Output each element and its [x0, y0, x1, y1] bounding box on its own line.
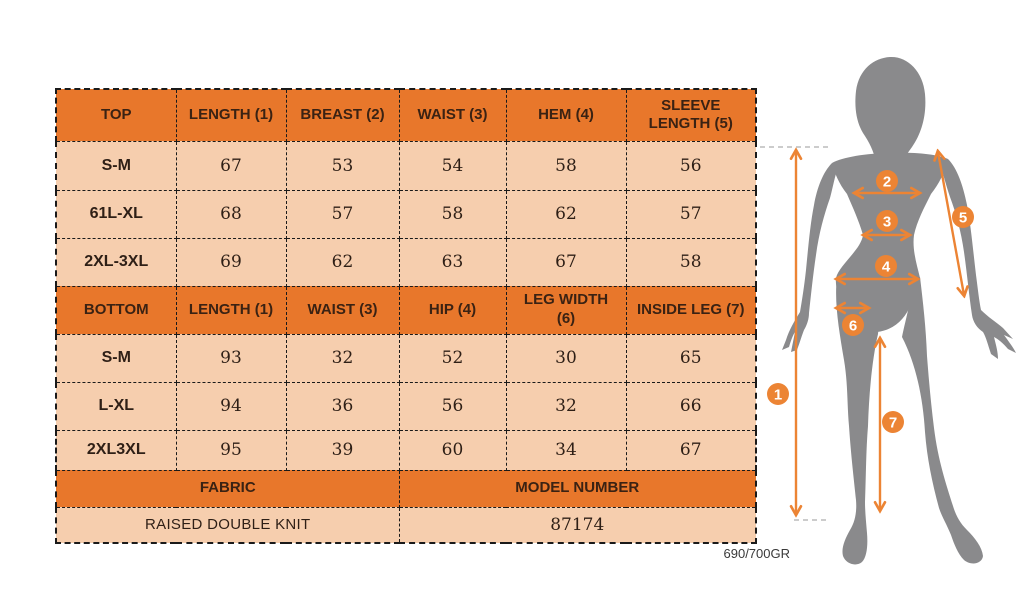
table-row: S-M 93 32 52 30 65: [55, 333, 757, 383]
value-cell: 63: [398, 237, 507, 287]
measurement-badge-4: 4: [875, 255, 897, 277]
value-cell: 58: [625, 237, 757, 287]
weight-note: 690/700GR: [723, 546, 791, 561]
value-cell: 34: [505, 429, 627, 471]
header-cell-waist: WAIST (3): [398, 88, 507, 142]
size-label-cell: 2XL3XL: [55, 429, 177, 471]
table-row: S-M 67 53 54 58 56: [55, 140, 757, 191]
fabric-header-row: FABRIC MODEL NUMBER: [55, 469, 757, 508]
size-label-cell: S-M: [55, 333, 177, 383]
header-cell-sleeve-length: SLEEVE LENGTH (5): [625, 88, 757, 142]
table-row: 2XL3XL 95 39 60 34 67: [55, 429, 757, 471]
header-cell-fabric: FABRIC: [55, 469, 400, 508]
value-cell: 69: [175, 237, 287, 287]
svg-text:3: 3: [883, 214, 891, 231]
right-arm-shape: [940, 159, 1016, 359]
head-shape: [855, 56, 926, 163]
arrow-5-sleeve: [938, 152, 964, 295]
size-label-cell: 2XL-3XL: [55, 237, 177, 287]
svg-text:5: 5: [959, 210, 967, 227]
value-cell: 52: [398, 333, 507, 383]
measurement-badge-7: 7: [882, 411, 904, 433]
value-cell: 57: [285, 189, 400, 239]
table-row: 61L-XL 68 57 58 62 57: [55, 189, 757, 239]
measurement-badge-1: 1: [767, 383, 789, 405]
size-chart-table: TOP LENGTH (1) BREAST (2) WAIST (3) HEM …: [55, 88, 757, 544]
table-row: L-XL 94 36 56 32 66: [55, 381, 757, 431]
fabric-value-cell: RAISED DOUBLE KNIT: [55, 506, 400, 544]
header-cell-hip: HIP (4): [398, 285, 507, 335]
measurement-badge-6: 6: [842, 314, 864, 336]
bottom-header-row: BOTTOM LENGTH (1) WAIST (3) HIP (4) LEG …: [55, 285, 757, 335]
value-cell: 67: [625, 429, 757, 471]
value-cell: 54: [398, 140, 507, 191]
svg-text:7: 7: [889, 415, 897, 432]
value-cell: 36: [285, 381, 400, 431]
value-cell: 66: [625, 381, 757, 431]
value-cell: 58: [505, 140, 627, 191]
header-cell-length: LENGTH (1): [175, 285, 287, 335]
value-cell: 93: [175, 333, 287, 383]
value-cell: 67: [505, 237, 627, 287]
left-arm-shape: [782, 163, 838, 352]
size-label-cell: L-XL: [55, 381, 177, 431]
value-cell: 32: [505, 381, 627, 431]
svg-text:2: 2: [883, 174, 891, 191]
header-cell-hem: HEM (4): [505, 88, 627, 142]
model-number-cell: 87174: [398, 506, 757, 544]
header-cell-leg-width: LEG WIDTH (6): [505, 285, 627, 335]
value-cell: 58: [398, 189, 507, 239]
measurement-figure: 1 2 3 4 5 6 7: [760, 56, 1016, 565]
measurement-badge-5: 5: [952, 206, 974, 228]
header-cell-bottom: BOTTOM: [55, 285, 177, 335]
value-cell: 39: [285, 429, 400, 471]
value-cell: 95: [175, 429, 287, 471]
right-leg-shape: [902, 277, 983, 564]
fabric-value-row: RAISED DOUBLE KNIT 87174: [55, 506, 757, 544]
value-cell: 56: [398, 381, 507, 431]
table-row: 2XL-3XL 69 62 63 67 58: [55, 237, 757, 287]
header-cell-length: LENGTH (1): [175, 88, 287, 142]
header-cell-top: TOP: [55, 88, 177, 142]
header-cell-inside-leg: INSIDE LEG (7): [625, 285, 757, 335]
value-cell: 62: [285, 237, 400, 287]
measurement-badge-2: 2: [876, 170, 898, 192]
header-cell-breast: BREAST (2): [285, 88, 400, 142]
value-cell: 56: [625, 140, 757, 191]
value-cell: 60: [398, 429, 507, 471]
body-silhouette: [782, 56, 1016, 565]
left-leg-shape: [836, 277, 880, 565]
header-cell-model-number: MODEL NUMBER: [398, 469, 757, 508]
value-cell: 62: [505, 189, 627, 239]
value-cell: 94: [175, 381, 287, 431]
value-cell: 65: [625, 333, 757, 383]
value-cell: 32: [285, 333, 400, 383]
size-label-cell: S-M: [55, 140, 177, 191]
header-cell-waist: WAIST (3): [285, 285, 400, 335]
value-cell: 30: [505, 333, 627, 383]
measurement-badge-3: 3: [876, 210, 898, 232]
value-cell: 67: [175, 140, 287, 191]
value-cell: 57: [625, 189, 757, 239]
value-cell: 68: [175, 189, 287, 239]
value-cell: 53: [285, 140, 400, 191]
svg-text:6: 6: [849, 318, 857, 335]
top-header-row: TOP LENGTH (1) BREAST (2) WAIST (3) HEM …: [55, 88, 757, 142]
svg-text:4: 4: [882, 259, 891, 276]
svg-text:1: 1: [774, 387, 782, 404]
size-label-cell: 61L-XL: [55, 189, 177, 239]
